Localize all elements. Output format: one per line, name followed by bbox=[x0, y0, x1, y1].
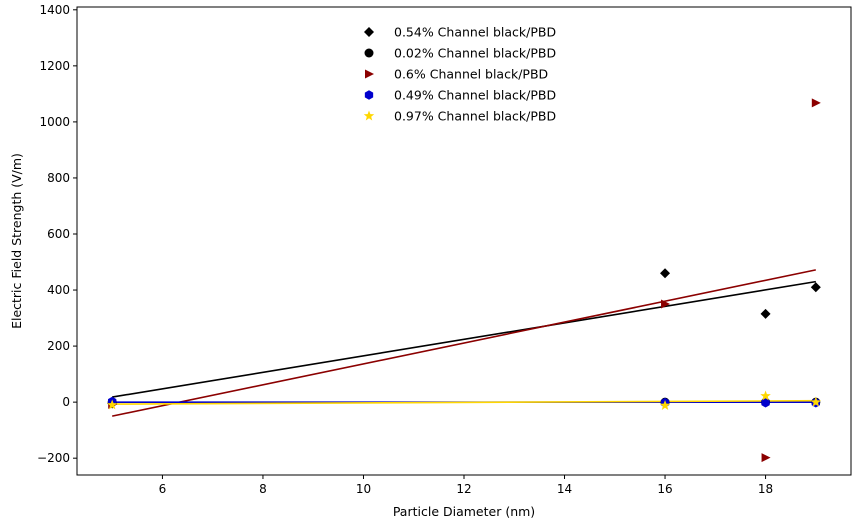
data-point bbox=[810, 282, 821, 293]
legend-marker bbox=[364, 48, 374, 58]
x-tick-label: 8 bbox=[259, 482, 267, 496]
fit-line bbox=[112, 269, 816, 417]
y-tick-label: 400 bbox=[47, 283, 70, 297]
data-point bbox=[760, 390, 771, 401]
y-axis-label: Electric Field Strength (V/m) bbox=[9, 153, 24, 329]
data-point bbox=[811, 98, 821, 108]
x-axis-label: Particle Diameter (nm) bbox=[393, 504, 535, 519]
y-tick-label: 600 bbox=[47, 227, 70, 241]
legend-marker bbox=[364, 27, 374, 37]
data-points bbox=[106, 98, 822, 463]
legend-label: 0.54% Channel black/PBD bbox=[394, 25, 556, 40]
x-tick-label: 14 bbox=[557, 482, 572, 496]
y-tick-label: 800 bbox=[47, 171, 70, 185]
legend-label: 0.49% Channel black/PBD bbox=[394, 88, 556, 103]
data-point bbox=[761, 397, 770, 408]
y-tick-label: 1200 bbox=[39, 59, 70, 73]
data-point bbox=[106, 399, 118, 410]
legend-label: 0.6% Channel black/PBD bbox=[394, 67, 548, 82]
legend-label: 0.97% Channel black/PBD bbox=[394, 109, 556, 124]
x-tick-label: 16 bbox=[657, 482, 672, 496]
legend-marker bbox=[363, 110, 375, 121]
fit-line bbox=[112, 280, 816, 398]
legend-label: 0.02% Channel black/PBD bbox=[394, 46, 556, 61]
data-point bbox=[761, 453, 771, 463]
y-tick-label: 200 bbox=[47, 339, 70, 353]
y-tick-label: 1400 bbox=[39, 3, 70, 17]
data-point bbox=[659, 400, 671, 410]
data-point bbox=[660, 268, 671, 279]
legend-marker bbox=[364, 90, 374, 100]
x-tick-label: 6 bbox=[159, 482, 167, 496]
x-tick-label: 12 bbox=[456, 482, 471, 496]
x-tick-label: 10 bbox=[356, 482, 371, 496]
fit-lines bbox=[112, 269, 816, 417]
legend: 0.54% Channel black/PBD 0.02% Channel bla… bbox=[363, 25, 556, 124]
data-point bbox=[810, 396, 822, 407]
y-tick-label: 1000 bbox=[39, 115, 70, 129]
y-tick-label: 0 bbox=[62, 395, 70, 409]
data-point bbox=[760, 308, 771, 319]
data-point bbox=[661, 299, 671, 309]
axis-ticks: 6 8 10 12 14 16 18 −200 0 200 400 600 800 1000 1200 140… bbox=[37, 3, 773, 496]
x-tick-label: 18 bbox=[758, 482, 773, 496]
fit-line bbox=[112, 399, 816, 405]
y-tick-label: −200 bbox=[37, 451, 70, 465]
legend-marker bbox=[365, 69, 374, 79]
